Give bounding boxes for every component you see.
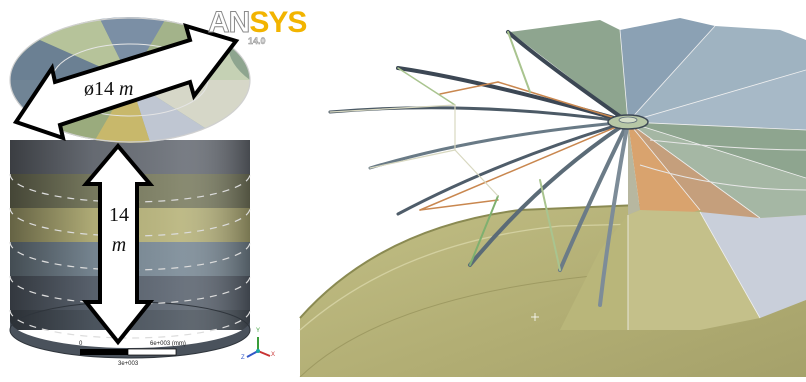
triad-y-label: Y [256, 328, 261, 334]
tank-wall-top-edge [299, 197, 806, 319]
roof-rafters [328, 30, 630, 307]
cursor-cross [531, 313, 539, 321]
diameter-label: ø14 m [84, 78, 133, 101]
band-seams [9, 173, 251, 339]
scale-end-label: 6e+003 (mm) [150, 341, 186, 347]
scale-bar [80, 348, 177, 356]
roof-frame-detail [299, 18, 806, 378]
center-hub [607, 114, 649, 130]
height-unit: m [111, 234, 127, 256]
ansys-logo: ANSYS 14.0 [207, 6, 307, 47]
triad-x-label: X [271, 352, 276, 358]
logo-version: 14.0 [248, 36, 266, 46]
height-value: 14 [109, 204, 129, 226]
diameter-unit: m [119, 78, 134, 100]
height-label: 14 m [108, 200, 130, 260]
diameter-arrow [12, 23, 240, 142]
logo-sys: SYS [249, 6, 307, 39]
height-arrow [81, 142, 155, 346]
diameter-value: ø14 [84, 78, 114, 100]
logo-an: AN [207, 6, 250, 40]
triad-z-label: Z [241, 355, 245, 361]
scale-mid-label: 3e+003 [118, 361, 139, 367]
tank-bottom-edge [10, 320, 250, 358]
scale-start-label: 0 [79, 341, 83, 347]
roof-plates [510, 18, 806, 330]
axis-triad [246, 337, 271, 358]
tank-model [9, 17, 271, 359]
